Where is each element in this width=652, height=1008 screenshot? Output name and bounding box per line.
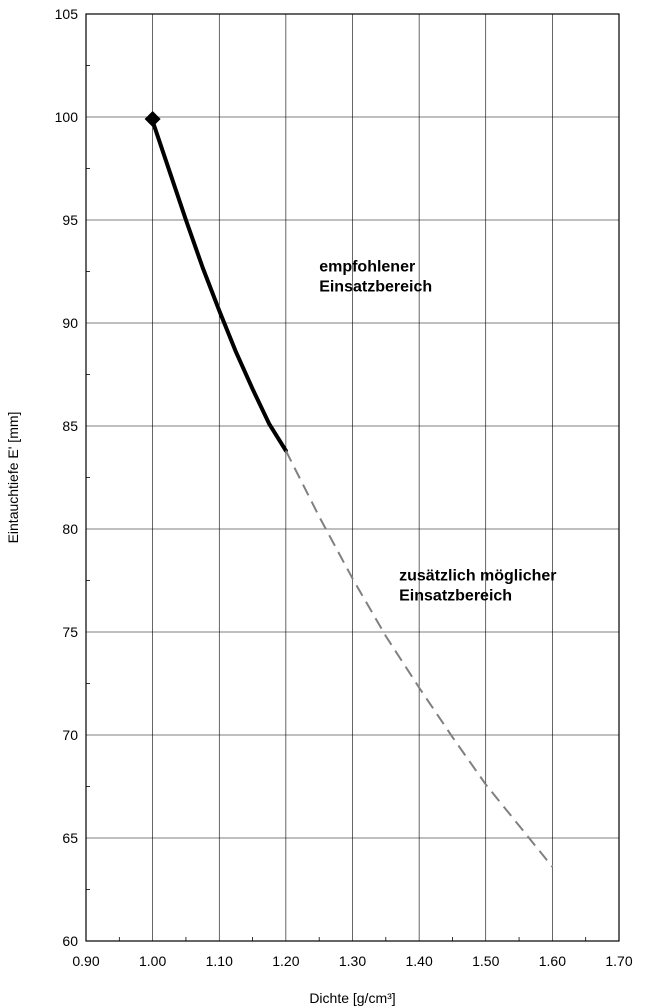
markers xyxy=(144,111,161,128)
annotation-line: Einsatzbereich xyxy=(399,588,512,605)
y-tick-label: 65 xyxy=(62,830,78,846)
y-tick-label: 60 xyxy=(62,933,78,949)
annotation-label: zusätzlich möglicher Einsatzbereich xyxy=(399,568,556,605)
y-tick-label: 105 xyxy=(55,6,79,22)
x-tick-label: 1.10 xyxy=(206,953,233,969)
x-tick-label: 1.30 xyxy=(339,953,366,969)
x-tick-label: 1.00 xyxy=(139,953,166,969)
x-tick-label: 1.50 xyxy=(472,953,499,969)
data-point-marker xyxy=(144,111,161,128)
grid xyxy=(85,13,620,942)
y-tick-label: 90 xyxy=(62,315,78,331)
x-axis-title: Dichte [g/cm³] xyxy=(309,990,395,1006)
plot-area-frame xyxy=(85,13,620,942)
series xyxy=(150,119,554,868)
y-tick-label: 75 xyxy=(62,624,78,640)
y-tick-label: 80 xyxy=(62,521,78,537)
series-line-2 xyxy=(284,450,554,868)
y-tick-labels: 60 65 70 75 80 85 90 95 100 105 xyxy=(55,6,79,949)
y-axis-title: Eintauchtiefe E' [mm] xyxy=(5,412,21,544)
minor-ticks xyxy=(86,65,587,941)
y-tick-label: 70 xyxy=(62,727,78,743)
y-tick-label: 95 xyxy=(62,212,78,228)
x-tick-label: 0.90 xyxy=(72,953,99,969)
x-tick-label: 1.40 xyxy=(406,953,433,969)
annotation-label: empfohlener Einsatzbereich xyxy=(319,259,432,296)
annotation-line: Einsatzbereich xyxy=(319,279,432,296)
series-line-1 xyxy=(150,119,288,453)
x-tick-label: 1.70 xyxy=(605,953,632,969)
annotation-line: zusätzlich möglicher xyxy=(399,568,556,585)
x-tick-labels: 0.90 1.00 1.10 1.20 1.30 1.40 1.50 1.60 1.70 xyxy=(72,953,632,969)
annotation-line: empfohlener xyxy=(319,259,415,276)
y-tick-label: 100 xyxy=(55,109,79,125)
x-tick-label: 1.60 xyxy=(539,953,566,969)
x-tick-label: 1.20 xyxy=(272,953,299,969)
y-tick-label: 85 xyxy=(62,418,78,434)
